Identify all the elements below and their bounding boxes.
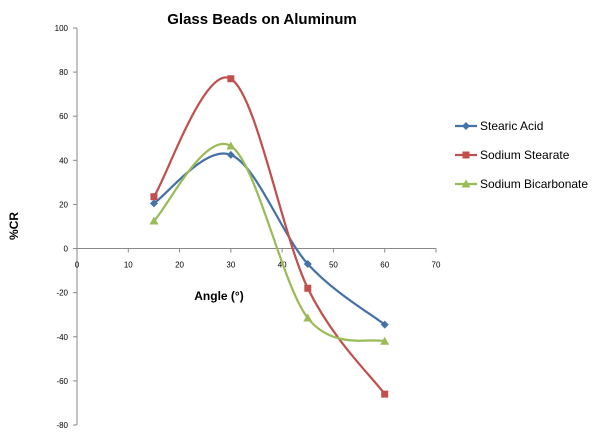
x-tick-label: 60	[380, 261, 389, 270]
legend-label: Sodium Bicarbonate	[480, 177, 588, 191]
legend-marker	[462, 122, 470, 130]
data-point-stearic-acid	[380, 320, 389, 329]
data-point-sodium-bicarbonate	[149, 216, 159, 225]
series-stearic-acid	[149, 150, 389, 329]
y-tick-label: 100	[55, 24, 69, 33]
y-tick-label: -40	[56, 333, 68, 342]
data-point-sodium-bicarbonate	[226, 141, 236, 150]
y-tick-label: -60	[56, 377, 68, 386]
y-tick-label: 20	[59, 200, 68, 209]
data-point-sodium-stearate	[227, 75, 235, 83]
x-tick-label: 20	[175, 261, 184, 270]
series-line-stearic-acid	[153, 152, 386, 326]
legend: Stearic Acid Sodium Stearate Sodium Bicarb…	[455, 119, 588, 191]
legend-label: Sodium Stearate	[480, 148, 570, 162]
data-point-stearic-acid	[149, 199, 158, 208]
x-tick-label: 70	[432, 261, 441, 270]
y-tick-label: 80	[59, 68, 68, 77]
legend-item-sodium-stearate: Sodium Stearate	[455, 148, 570, 162]
y-tick-label: 40	[59, 156, 68, 165]
data-point-sodium-stearate	[381, 390, 389, 398]
x-axis-title: Angle (°)	[194, 289, 243, 303]
legend-marker	[462, 151, 470, 159]
data-point-stearic-acid	[226, 150, 235, 159]
y-tick-label: -80	[56, 421, 68, 430]
y-axis-title: %CR	[7, 212, 21, 240]
data-point-sodium-stearate	[150, 193, 158, 201]
data-point-sodium-bicarbonate	[303, 313, 313, 322]
x-tick-label: 10	[124, 261, 133, 270]
legend-marker	[461, 179, 471, 188]
y-tick-label: -20	[56, 289, 68, 298]
x-tick-label: 50	[329, 261, 338, 270]
x-tick-label: 0	[75, 261, 80, 270]
x-tick-label: 30	[226, 261, 235, 270]
y-tick-label: 0	[64, 245, 69, 254]
legend-item-stearic-acid: Stearic Acid	[455, 119, 543, 133]
y-tick-label: 60	[59, 112, 68, 121]
series-sodium-stearate	[150, 75, 389, 398]
series-line-sodium-bicarbonate	[153, 142, 386, 343]
series-layer	[149, 75, 390, 398]
chart-title: Glass Beads on Aluminum	[167, 11, 357, 28]
data-point-sodium-stearate	[304, 284, 312, 292]
series-line-sodium-stearate	[152, 76, 386, 395]
legend-label: Stearic Acid	[480, 119, 543, 133]
legend-item-sodium-bicarbonate: Sodium Bicarbonate	[455, 177, 588, 191]
data-point-sodium-bicarbonate	[380, 336, 390, 345]
series-sodium-bicarbonate	[149, 141, 390, 345]
data-point-stearic-acid	[303, 259, 312, 268]
